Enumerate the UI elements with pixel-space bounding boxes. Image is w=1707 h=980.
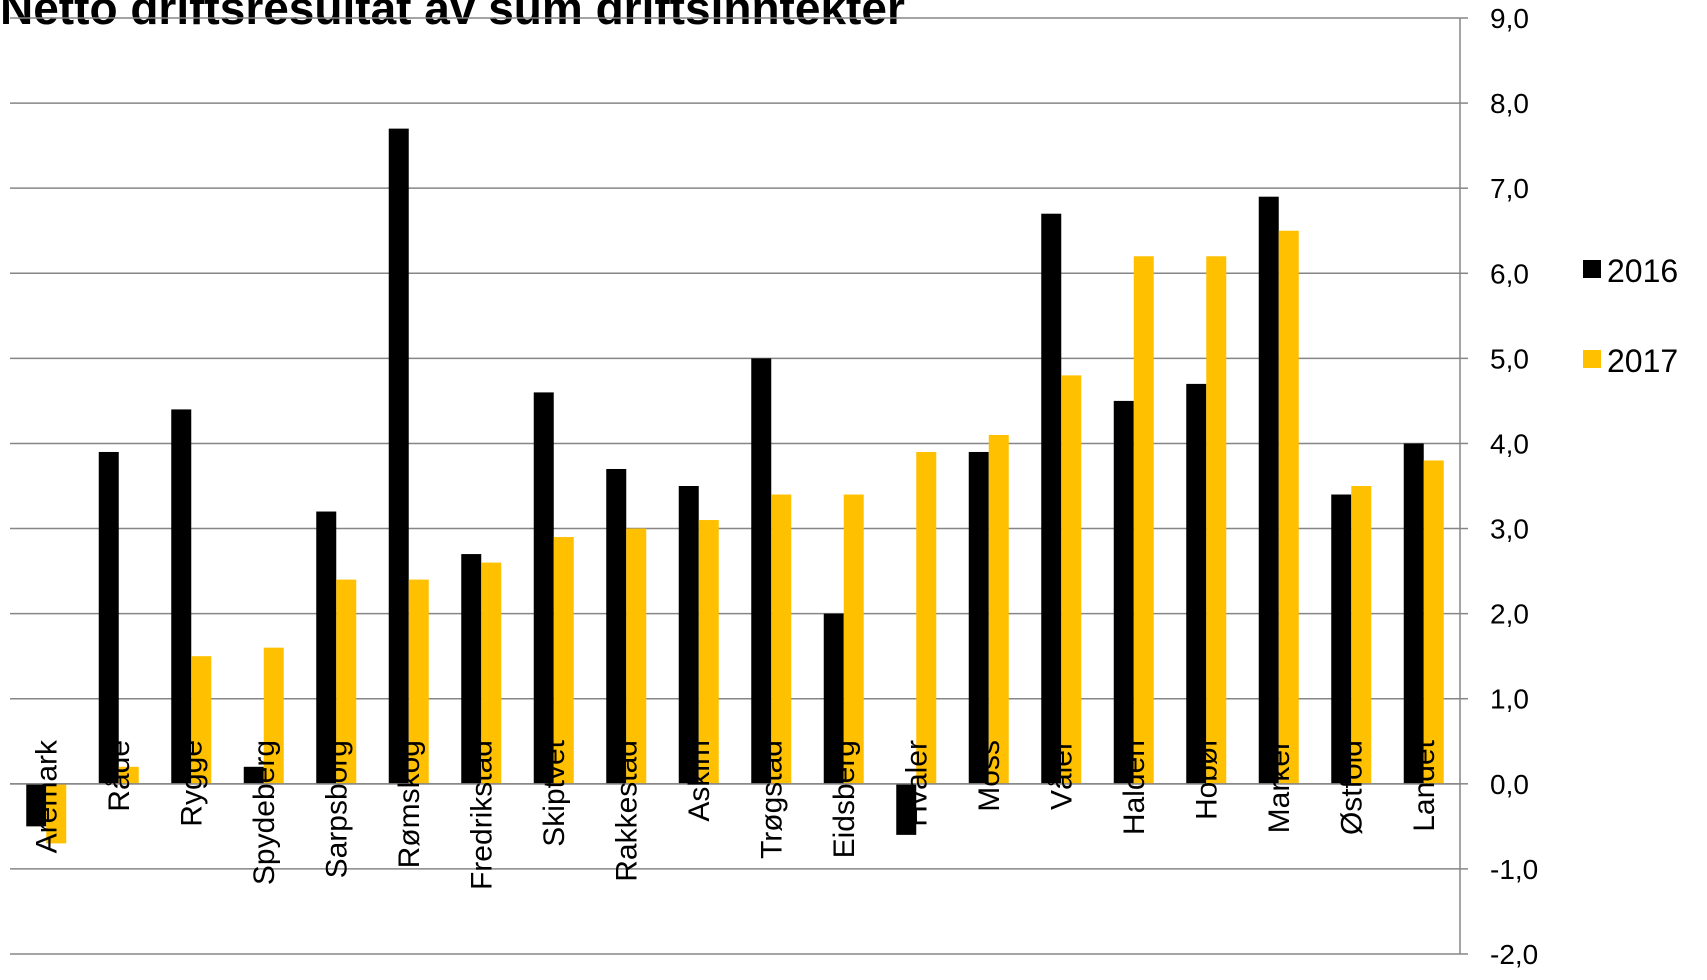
bar-2017-Rakkestad — [626, 528, 647, 784]
x-category-label: Rygge — [175, 740, 208, 827]
bar-2016-Spydeberg — [243, 766, 264, 784]
gridlines — [10, 17, 1460, 955]
bar-2017-Hobøl — [1206, 256, 1227, 784]
x-axis-labels: Aremark Råde Rygge Spydeberg Sarpsborg Rømsko… — [30, 739, 1441, 890]
x-category-label: Skiptvet — [538, 739, 571, 846]
bar-2017-Spydeberg — [263, 647, 284, 784]
y-tick-label: 1,0 — [1490, 684, 1529, 715]
bar-2016-Eidsberg — [823, 613, 844, 784]
bars — [26, 128, 1444, 844]
legend-swatch-2016 — [1583, 260, 1601, 278]
y-axis-ticks: 9,0 8,0 7,0 6,0 5,0 4,0 3,0 2,0 1,0 0,0 -1,0 -2,0 — [1490, 3, 1538, 970]
bar-2016-Trøgstad — [751, 358, 772, 784]
bar-2017-Marker — [1278, 230, 1299, 784]
bar-2017-Rømskog — [408, 579, 429, 784]
x-category-label: Landet — [1408, 739, 1441, 831]
x-category-label: Hobøl — [1190, 740, 1223, 820]
bar-2016-Rakkestad — [606, 468, 627, 784]
bar-2017-Aremark — [46, 783, 67, 844]
bar-2016-Landet — [1403, 443, 1424, 784]
bar-2017-Råde — [118, 766, 139, 784]
x-category-label: Råde — [103, 740, 136, 812]
bar-2017-Våler — [1061, 375, 1082, 784]
bar-2017-Halden — [1133, 256, 1154, 784]
bar-2017-Hvaler — [916, 451, 937, 784]
bar-2016-Askim — [678, 486, 699, 784]
bar-2016-Marker — [1258, 196, 1279, 784]
bar-2017-Trøgstad — [771, 494, 792, 784]
legend: 2016 2017 — [1583, 253, 1678, 379]
bar-2016-Skiptvet — [533, 392, 554, 784]
y-tick-label: -1,0 — [1490, 854, 1538, 885]
bar-2017-Østfold — [1351, 486, 1372, 784]
y-tick-label: 3,0 — [1490, 514, 1529, 545]
x-category-label: Trøgstad — [755, 740, 788, 859]
axes — [10, 17, 1468, 955]
bar-2017-Sarpsborg — [336, 579, 357, 784]
bar-2017-Landet — [1423, 460, 1444, 784]
x-category-label: Våler — [1045, 740, 1078, 810]
x-category-label: Askim — [683, 740, 716, 822]
x-category-label: Moss — [973, 740, 1006, 812]
bar-2016-Råde — [98, 451, 119, 784]
y-tick-label: 5,0 — [1490, 343, 1529, 374]
bar-2017-Moss — [988, 434, 1009, 784]
legend-swatch-2017 — [1583, 350, 1601, 368]
bar-2016-Våler — [1041, 213, 1062, 784]
bar-2017-Skiptvet — [553, 537, 574, 784]
x-category-label: Aremark — [30, 739, 63, 853]
y-tick-label: 2,0 — [1490, 599, 1529, 630]
x-category-label: Fredrikstad — [465, 740, 498, 890]
y-tick-label: 8,0 — [1490, 88, 1529, 119]
x-category-label: Eidsberg — [828, 740, 861, 858]
bar-2016-Fredrikstad — [461, 554, 482, 784]
x-category-label: Hvaler — [900, 740, 933, 827]
bar-2016-Rømskog — [388, 128, 409, 784]
y-tick-label: -2,0 — [1490, 939, 1538, 970]
bar-2016-Hobøl — [1186, 383, 1207, 784]
y-tick-label: 4,0 — [1490, 428, 1529, 459]
bar-2016-Halden — [1113, 400, 1134, 784]
bar-2016-Østfold — [1331, 494, 1352, 784]
y-tick-label: 6,0 — [1490, 258, 1529, 289]
bar-2017-Askim — [698, 520, 719, 784]
x-category-label: Rakkestad — [610, 740, 643, 882]
bar-2016-Sarpsborg — [316, 511, 337, 784]
bar-2016-Moss — [968, 451, 989, 784]
bar-2016-Hvaler — [896, 783, 917, 835]
x-category-label: Sarpsborg — [320, 740, 353, 878]
chart-title: Netto driftsresultat av sum driftsinntek… — [0, 0, 905, 28]
x-category-label: Østfold — [1335, 740, 1368, 835]
legend-label-2016: 2016 — [1607, 253, 1678, 289]
bar-2016-Aremark — [26, 783, 47, 827]
bar-2017-Eidsberg — [843, 494, 864, 784]
bar-2017-Rygge — [191, 656, 212, 784]
y-tick-label: 9,0 — [1490, 3, 1529, 34]
x-category-label: Rømskog — [393, 740, 426, 868]
bar-2016-Rygge — [171, 409, 192, 784]
x-category-label: Halden — [1118, 740, 1151, 835]
legend-label-2017: 2017 — [1607, 343, 1678, 379]
bar-2017-Fredrikstad — [481, 562, 502, 784]
y-tick-label: 0,0 — [1490, 769, 1529, 800]
y-tick-label: 7,0 — [1490, 173, 1529, 204]
x-category-label: Marker — [1263, 740, 1296, 833]
x-category-label: Spydeberg — [248, 740, 281, 885]
